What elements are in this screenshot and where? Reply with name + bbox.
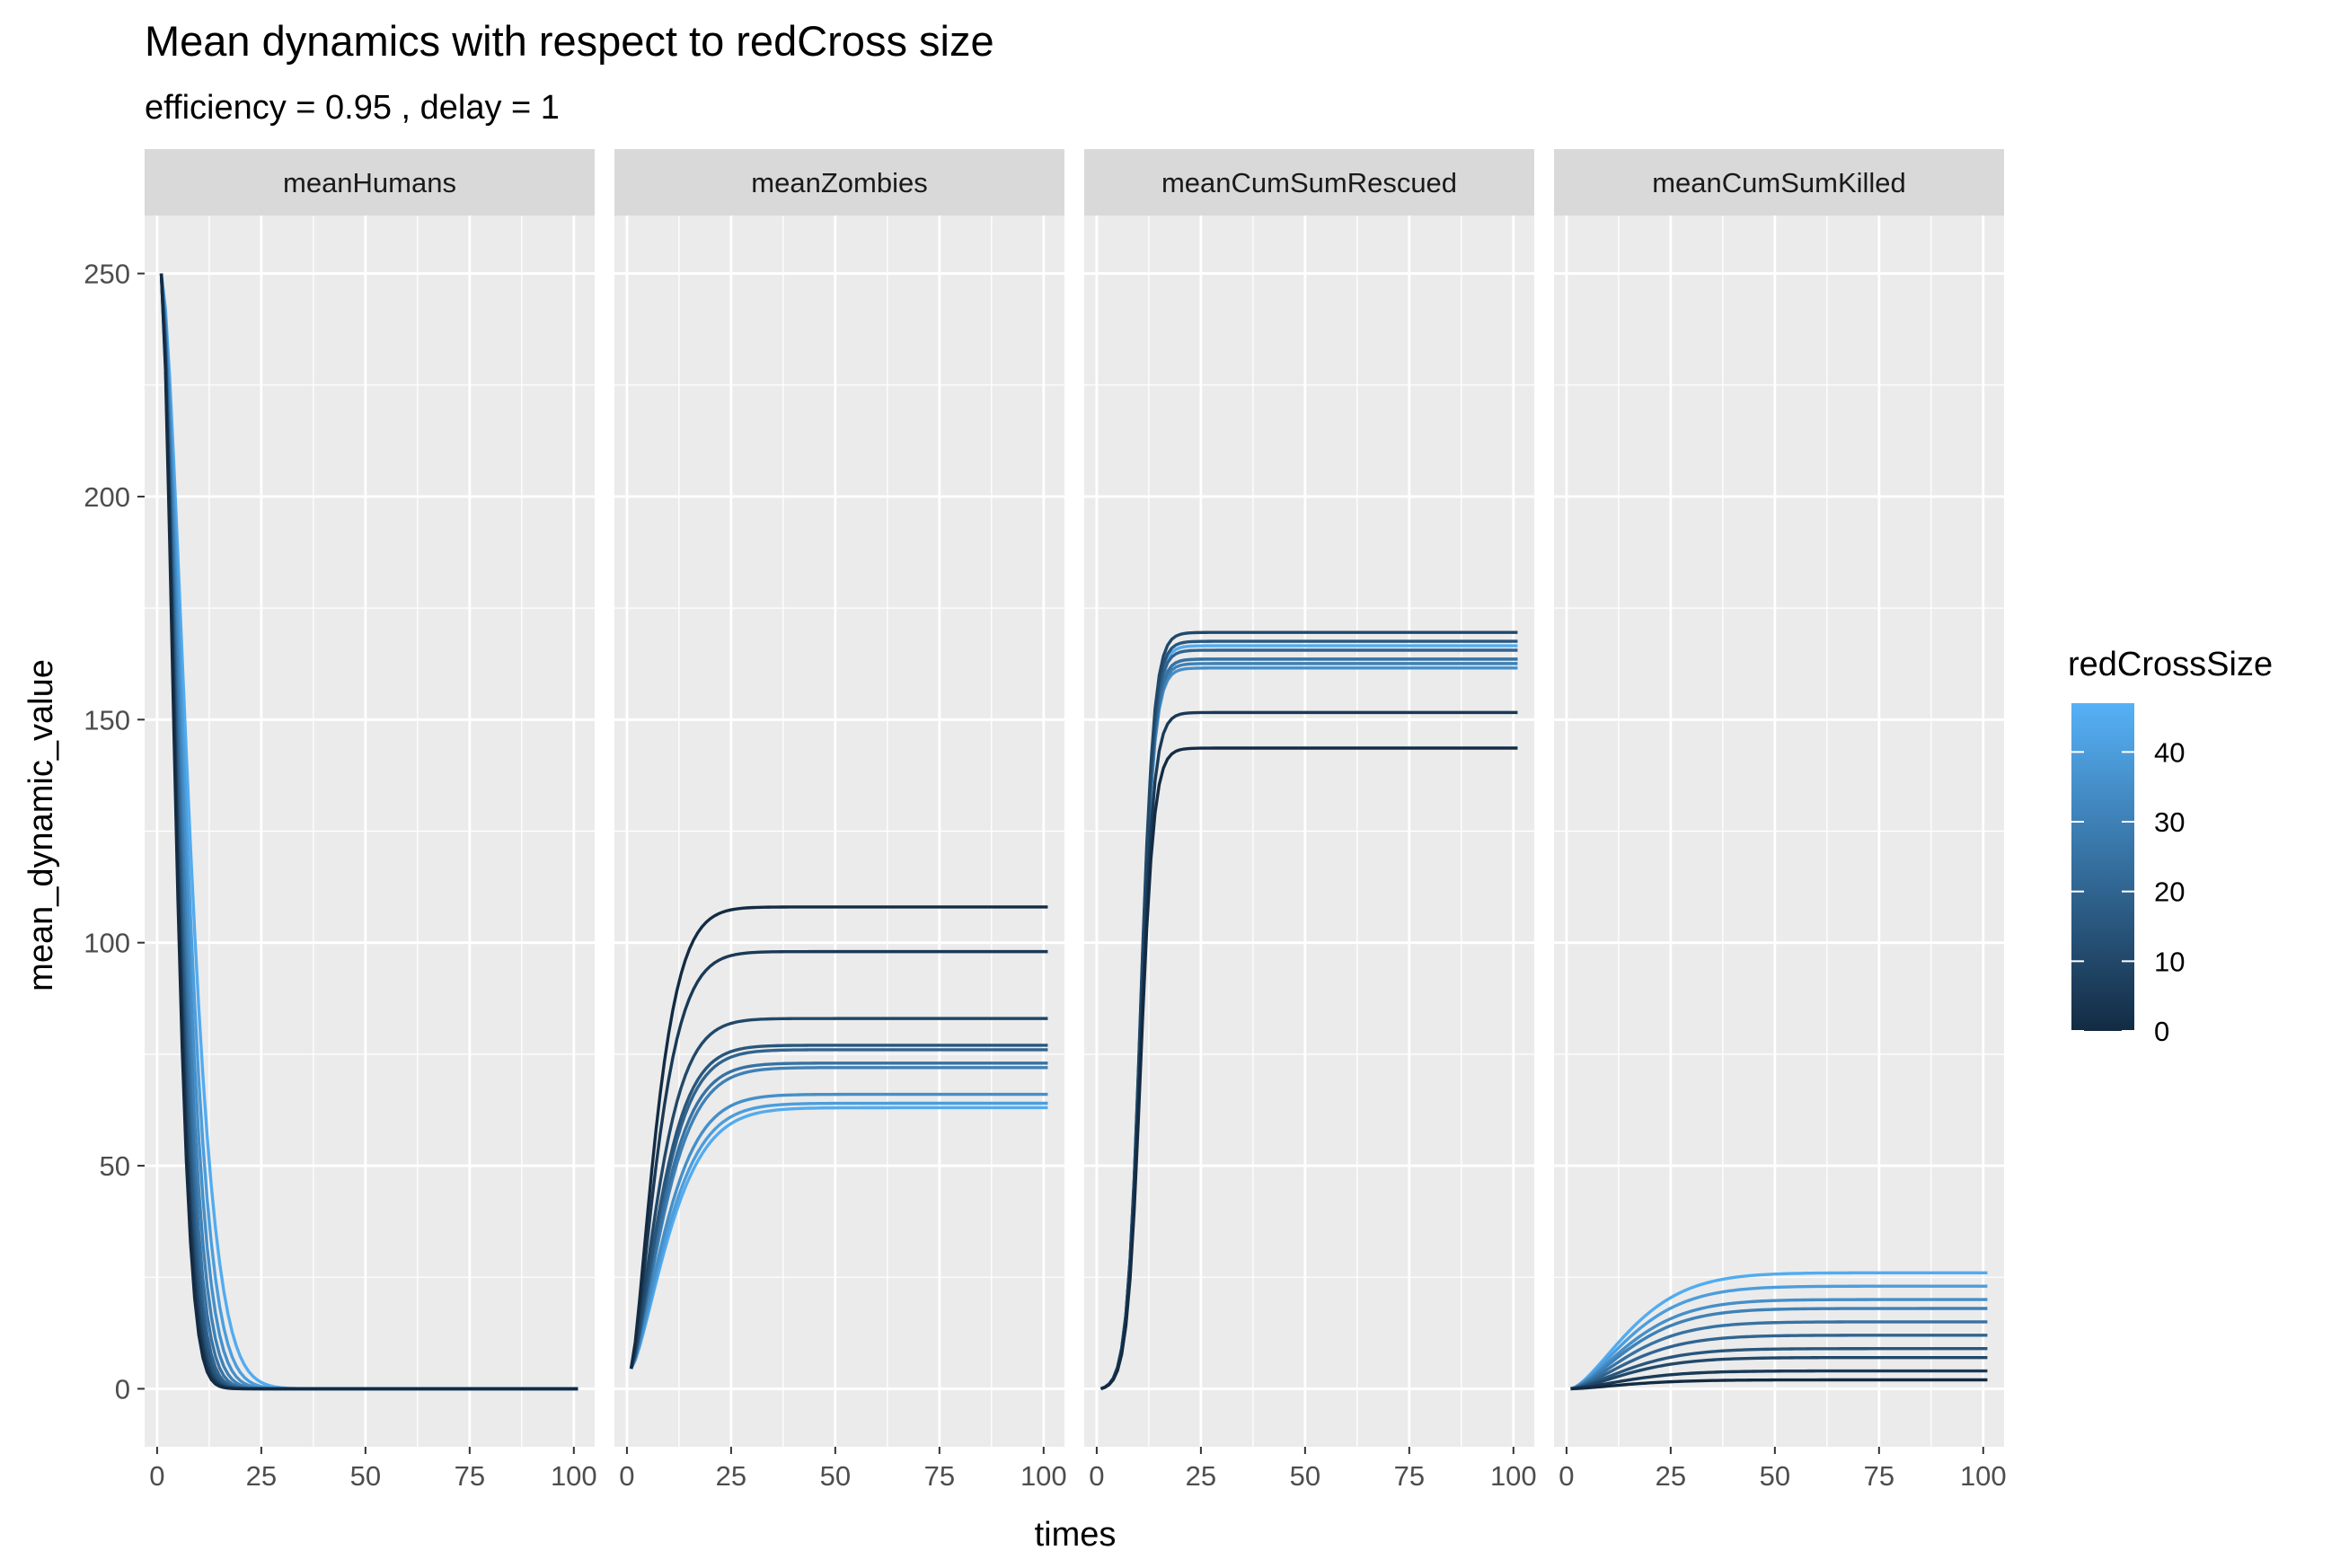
x-tick-label: 50 [1290,1460,1320,1492]
x-tick-label: 0 [619,1460,634,1492]
series-line-meanZombies-size-40 [630,1101,1048,1370]
series-line-meanCumSumKilled-size-0 [1570,1378,1988,1391]
series-line-meanCumSumRescued-size-25 [1099,657,1518,1390]
series-line-meanHumans-size-0 [159,273,578,1391]
facet-strip [1554,149,2004,216]
legend-tick-label: 40 [2154,736,2185,768]
y-tick-label: 150 [84,704,130,736]
x-tick-label: 100 [1490,1460,1537,1492]
series-line-meanZombies-size-45 [630,1106,1048,1370]
x-tick-label: 50 [350,1460,381,1492]
series-line-meanZombies-size-0 [629,905,1048,1370]
y-axis-title: mean_dynamic_value [22,659,60,991]
chart-subtitle: efficiency = 0.95 , delay = 1 [145,89,560,127]
facet-strip [145,149,595,216]
x-tick-label: 75 [924,1460,955,1492]
chart-title: Mean dynamics with respect to redCross s… [145,17,994,65]
y-tick-label: 50 [100,1150,130,1182]
legend: redCrossSize 0 10 20 30 40 [2068,646,2273,1047]
x-tick-label: 75 [455,1460,485,1492]
y-tick-label: 0 [115,1373,130,1405]
series-line-meanZombies-size-35 [629,1092,1048,1370]
x-tick-label: 25 [1656,1460,1686,1492]
series-line-meanCumSumKilled-size-15 [1570,1347,1988,1391]
y-tick-label: 200 [84,481,130,513]
series-line-meanZombies-size-5 [629,949,1048,1370]
legend-tick-label: 0 [2154,1016,2169,1047]
series-line-meanCumSumRescued-size-30 [1099,662,1518,1390]
series-line-meanCumSumRescued-size-10 [1099,630,1518,1390]
series-line-meanCumSumRescued-size-20 [1099,648,1518,1390]
legend-tick-label: 10 [2154,946,2185,977]
series-line-meanCumSumKilled-size-10 [1570,1355,1988,1391]
x-tick-label: 0 [149,1460,164,1492]
series-line-meanCumSumKilled-size-20 [1570,1334,1988,1391]
x-tick-label: 50 [820,1460,851,1492]
y-tick-label: 100 [84,928,130,959]
series-line-meanCumSumKilled-size-30 [1570,1307,1988,1391]
panel-meanCumSumRescued: meanCumSumRescued 0 25 50 75 100 [1084,149,1537,1492]
panel-meanHumans: meanHumans 0 25 50 75 100 0 50 100 150 200 250 [84,149,597,1492]
legend-tick-label: 20 [2154,876,2185,908]
facet-strip-label: meanCumSumKilled [1652,167,1906,198]
x-tick-label: 0 [1559,1460,1574,1492]
series-line-meanCumSumKilled-size-25 [1570,1320,1988,1391]
facet-strip-label: meanZombies [751,167,927,198]
x-tick-label: 25 [1186,1460,1216,1492]
series-line-meanZombies-size-25 [629,1061,1048,1370]
legend-title: redCrossSize [2068,646,2273,683]
x-tick-label: 50 [1760,1460,1790,1492]
x-tick-label: 75 [1394,1460,1425,1492]
facet-strip [614,149,1064,216]
x-tick-label: 25 [716,1460,746,1492]
x-tick-label: 0 [1089,1460,1104,1492]
x-tick-label: 25 [246,1460,277,1492]
series-line-meanZombies-size-30 [629,1066,1048,1370]
x-tick-label: 100 [1020,1460,1067,1492]
x-axis-title: times [1035,1516,1117,1554]
series-line-meanCumSumKilled-size-5 [1570,1369,1988,1391]
x-tick-label: 100 [1960,1460,2007,1492]
series-line-meanCumSumKilled-size-35 [1570,1298,1988,1391]
series-line-meanCumSumRescued-size-35 [1099,666,1518,1391]
legend-tick-label: 30 [2154,806,2185,838]
y-tick-label: 250 [84,259,130,290]
series-line-meanCumSumRescued-size-15 [1099,639,1518,1390]
x-tick-label: 75 [1864,1460,1894,1492]
facet-strip [1084,149,1534,216]
x-tick-label: 100 [551,1460,597,1492]
series-line-meanCumSumRescued-size-0 [1099,746,1518,1391]
series-line-meanZombies-size-15 [629,1044,1048,1370]
series-line-meanCumSumKilled-size-45 [1569,1271,1988,1391]
facet-strip-label: meanHumans [283,167,456,198]
series-line-meanZombies-size-20 [629,1048,1048,1370]
series-line-meanCumSumKilled-size-40 [1570,1284,1988,1391]
panel-meanCumSumKilled: meanCumSumKilled 0 25 50 75 100 [1554,149,2007,1492]
panel-meanZombies: meanZombies 0 25 50 75 100 [614,149,1067,1492]
series-line-meanZombies-size-10 [629,1017,1048,1370]
series-line-meanCumSumRescued-size-45 [1099,644,1518,1390]
series-line-meanCumSumRescued-size-5 [1099,710,1518,1391]
facet-strip-label: meanCumSumRescued [1161,167,1457,198]
legend-colorbar [2071,703,2134,1031]
